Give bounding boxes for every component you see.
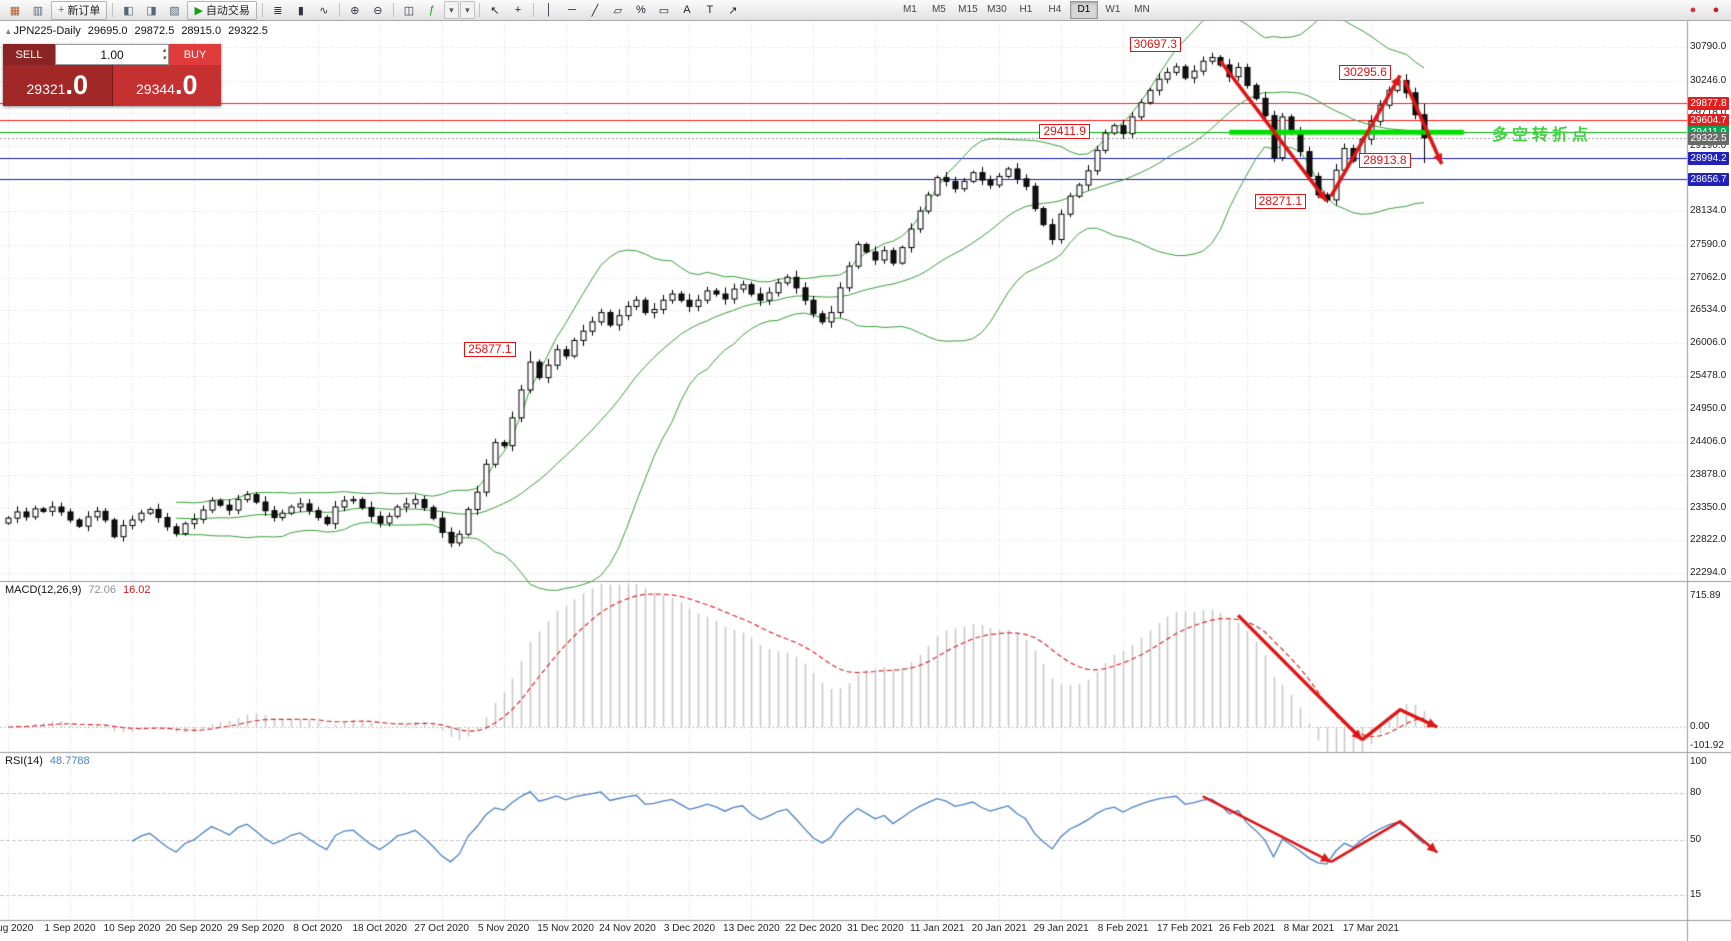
price-annotation[interactable]: 30697.3	[1129, 36, 1181, 52]
trendline-icon[interactable]: ╱	[591, 4, 599, 17]
indicators-dropdown[interactable]: ▾	[443, 1, 459, 19]
volume-up-icon[interactable]: ▴	[162, 47, 166, 54]
timeframe-button-h1[interactable]: H1	[1019, 4, 1033, 15]
toolbar-separator	[112, 3, 114, 17]
rsi-indicator-label: RSI(14) 48.7788	[5, 755, 97, 767]
sell-button[interactable]: SELL	[3, 44, 55, 65]
price-annotation[interactable]: 28913.8	[1359, 153, 1411, 169]
crosshair-icon[interactable]: +	[514, 4, 522, 16]
vertical-line-icon[interactable]: │	[545, 4, 553, 16]
news-icon[interactable]: ●	[1712, 4, 1720, 16]
new-chart-icon[interactable]: ▦	[9, 4, 21, 17]
zoom-out-icon[interactable]: ⊖	[373, 4, 383, 17]
toolbar-separator	[338, 3, 340, 17]
tile-windows-icon[interactable]: ◫	[403, 4, 415, 17]
periods-dropdown[interactable]: ▾	[459, 1, 475, 19]
text-label-icon[interactable]: T	[706, 4, 714, 16]
one-click-trading-panel: SELL 1.00 ▴ ▾ BUY 29321 .0 29344 .0	[3, 44, 221, 106]
price-annotation[interactable]: 30295.6	[1339, 64, 1391, 80]
macd-value-main: 72.06	[88, 584, 116, 596]
autotrade-button-icon: ▶	[194, 4, 203, 17]
navigator-icon[interactable]: ▧	[169, 4, 180, 17]
shapes-icon[interactable]: ▭	[658, 4, 670, 17]
price-annotation[interactable]: 28271.1	[1254, 193, 1307, 209]
arrows-tool-icon[interactable]: ↗	[728, 4, 738, 17]
symbol-period-label: JPN225-Daily	[13, 25, 81, 37]
toolbar: ▦ ▥ + 新订单 ◧ ◨ ▧ ▶ 自动交易 ≣ ▮ ∿ ⊕ ⊖ ◫ ƒ ▾ ▾ ↖ + │ ─ ╱ ▱% ▭ A T ↗ M1 M5 M1…	[0, 0, 1731, 21]
buy-button[interactable]: BUY	[169, 44, 221, 65]
buy-price[interactable]: 29344 .0	[112, 65, 221, 106]
sell-price-frac: .0	[65, 70, 88, 100]
candlestick-chart-icon[interactable]: ▮	[297, 4, 304, 17]
autotrade-button[interactable]: ▶ 自动交易	[187, 0, 257, 20]
timeframe-button-d1[interactable]: D1	[1069, 1, 1098, 19]
timeframe-button-m1[interactable]: M1	[902, 4, 917, 15]
chart-title: ▴ JPN225-Daily 29695.0 29872.5 28915.0 29322.…	[6, 25, 275, 37]
macd-name: MACD(12,26,9)	[5, 584, 82, 596]
macd-value-signal: 16.02	[122, 584, 151, 596]
sell-price-main: 29321	[26, 81, 66, 97]
equidistant-channel-icon[interactable]: ▱	[613, 4, 623, 17]
collapse-icon[interactable]: ▴	[6, 26, 11, 36]
macd-indicator-label: MACD(12,26,9) 72.06 16.02	[5, 584, 157, 596]
buy-price-main: 29344	[136, 81, 175, 97]
volume-down-icon[interactable]: ▾	[162, 55, 166, 62]
autotrade-button-label: 自动交易	[205, 5, 250, 17]
timeframe-button-m30[interactable]: M30	[987, 4, 1007, 15]
chart-profiles-icon[interactable]: ▥	[32, 4, 44, 17]
price-annotation[interactable]: 25877.1	[464, 342, 516, 358]
ohlc-close: 29322.5	[228, 25, 268, 37]
horizontal-line-icon[interactable]: ─	[568, 4, 576, 16]
toolbar-separator	[392, 3, 394, 17]
turning-point-annotation[interactable]: 多空转折点	[1492, 127, 1593, 144]
toolbar-separator	[478, 3, 480, 17]
cursor-icon[interactable]: ↖	[490, 4, 500, 17]
alerts-icon[interactable]: ●	[1689, 4, 1697, 16]
volume-stepper[interactable]: ▴ ▾	[162, 47, 166, 63]
toolbar-separator	[532, 3, 534, 17]
text-icon[interactable]: A	[683, 4, 691, 16]
rsi-value: 48.7788	[49, 755, 90, 767]
ohlc-high: 29872.5	[134, 25, 175, 37]
buy-price-frac: .0	[174, 70, 198, 100]
fibonacci-icon[interactable]: %	[636, 4, 646, 16]
bar-chart-icon[interactable]: ≣	[273, 4, 283, 17]
data-window-icon[interactable]: ◨	[146, 4, 157, 17]
timeframe-button-mn[interactable]: MN	[1134, 4, 1150, 15]
timeframe-button-h4[interactable]: H4	[1048, 4, 1062, 15]
market-watch-icon[interactable]: ◧	[123, 4, 134, 17]
new-order-button-icon: +	[58, 4, 65, 16]
new-order-button[interactable]: + 新订单	[51, 0, 108, 20]
toolbar-separator	[261, 3, 263, 17]
timeframe-button-w1[interactable]: W1	[1105, 4, 1121, 15]
new-order-button-label: 新订单	[67, 5, 101, 17]
timeframe-button-m5[interactable]: M5	[931, 4, 946, 15]
rsi-name: RSI(14)	[5, 755, 43, 767]
price-annotation[interactable]: 29411.9	[1039, 124, 1090, 140]
ohlc-low: 28915.0	[181, 25, 222, 37]
volume-input[interactable]: 1.00 ▴ ▾	[55, 44, 169, 65]
indicators-icon[interactable]: ƒ	[428, 4, 435, 16]
line-chart-icon[interactable]: ∿	[319, 4, 329, 17]
sell-price[interactable]: 29321 .0	[3, 65, 113, 106]
ohlc-open: 29695.0	[87, 25, 128, 37]
volume-value: 1.00	[100, 47, 124, 62]
timeframe-button-m15[interactable]: M15	[958, 4, 978, 15]
zoom-in-icon[interactable]: ⊕	[350, 4, 360, 17]
